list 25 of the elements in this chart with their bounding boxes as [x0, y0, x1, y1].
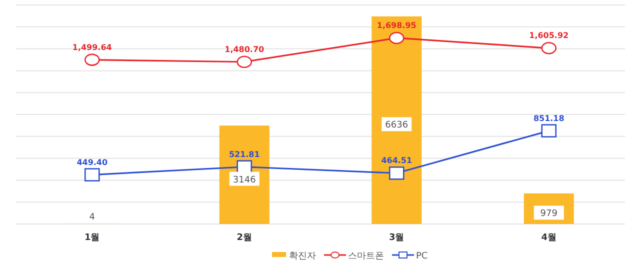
x-tick-label: 3월: [388, 233, 404, 243]
x-tick-label: 1월: [84, 233, 100, 243]
point: [541, 42, 557, 54]
x-tick-label: 2월: [236, 233, 252, 243]
point: [388, 32, 404, 44]
data-label: 1,480.70: [224, 44, 265, 54]
data-label: 449.40: [76, 158, 108, 167]
point: [236, 56, 252, 68]
bar: [372, 16, 422, 224]
point: [236, 160, 252, 174]
data-label: 851.18: [533, 114, 565, 123]
data-label: 4: [89, 212, 96, 222]
data-label: 979: [540, 209, 558, 220]
data-label: 6636: [385, 120, 408, 131]
legend-label: 스마트폰: [348, 252, 384, 262]
point: [388, 166, 404, 180]
legend-label: 확진자: [289, 252, 316, 262]
data-label: 1,499.64: [72, 42, 112, 52]
data-label: 464.51: [381, 156, 412, 166]
legend-label: PC: [416, 252, 428, 262]
data-label: 1,698.95: [376, 20, 417, 30]
x-tick-label: 4월: [541, 233, 557, 243]
data-label: 3146: [232, 175, 256, 186]
data-label: 521.81: [228, 150, 260, 159]
data-label: 1,605.92: [529, 31, 569, 40]
